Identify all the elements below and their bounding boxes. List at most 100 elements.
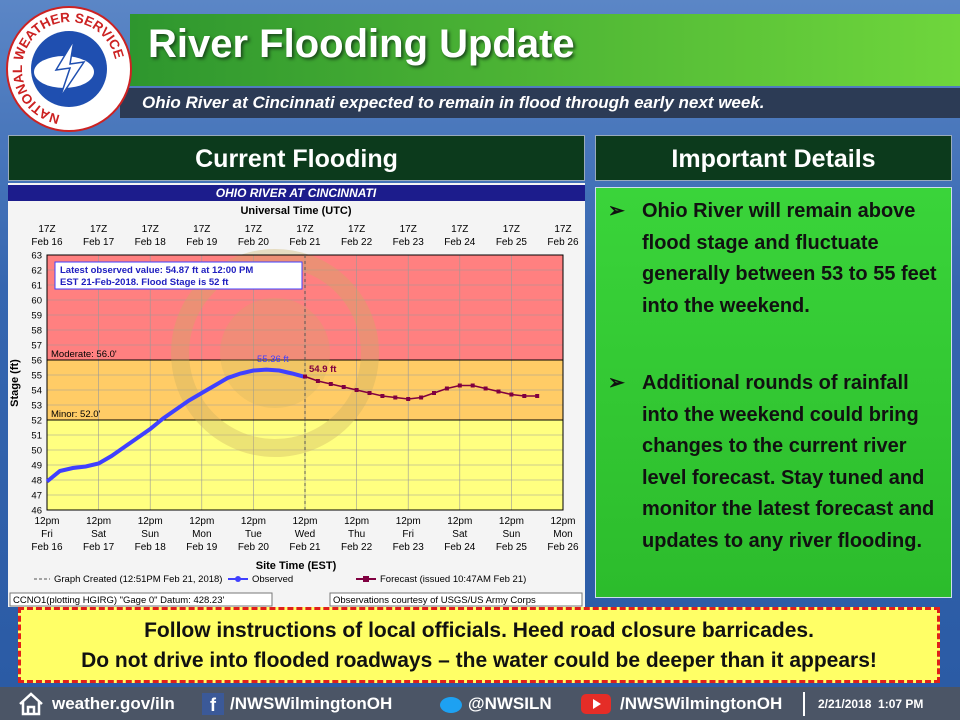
- x-tick-label: 12pm: [189, 516, 214, 527]
- x-tick-label: 12pm: [447, 516, 472, 527]
- info-box: [54, 261, 303, 290]
- forecast-marker: [457, 383, 462, 388]
- x-tick-label: Sat: [91, 529, 106, 540]
- x-top-tick-label: 17Z: [90, 224, 107, 235]
- threshold-label: Minor: 52.0': [51, 409, 101, 420]
- forecast-marker: [509, 392, 514, 397]
- y-tick-label: 61: [31, 281, 42, 292]
- x-tick-label: 12pm: [138, 516, 163, 527]
- x-tick-label: Mon: [553, 529, 572, 540]
- x-tick-label: Fri: [41, 529, 53, 540]
- facebook-icon: f: [202, 693, 224, 715]
- x-tick-label: Feb 16: [31, 542, 63, 553]
- legend-marker: [363, 576, 369, 582]
- x-tick-label: Sun: [503, 529, 521, 540]
- footnote-box: [329, 592, 583, 607]
- x-top-tick-label: 17Z: [554, 224, 571, 235]
- y-tick-label: 62: [31, 266, 42, 277]
- bullet-text: Ohio River will remain above flood stage…: [642, 200, 937, 317]
- x-top-tick-label: Feb 26: [547, 237, 579, 248]
- home-icon: [19, 692, 43, 716]
- forecast-marker: [483, 386, 488, 391]
- forecast-marker: [535, 394, 540, 398]
- watermark: [171, 249, 379, 457]
- subtitle-bar: [120, 88, 960, 118]
- x-tick-label: 12pm: [344, 516, 369, 527]
- x-tick-label: 12pm: [34, 516, 59, 527]
- chart-title: OHIO RIVER AT CINCINNATI: [216, 186, 377, 200]
- forecast-marker: [354, 388, 359, 392]
- panel-title: Important Details: [595, 135, 952, 181]
- forecast-marker: [393, 395, 398, 400]
- footnote-box: [9, 592, 273, 607]
- x-tick-label: Feb 25: [496, 542, 528, 553]
- x-top-tick-label: Feb 24: [444, 237, 476, 248]
- bullet-marker: ➢: [608, 200, 625, 222]
- x-tick-label: 12pm: [241, 516, 266, 527]
- x-tick-label: Sun: [141, 529, 159, 540]
- x-top-tick-label: 17Z: [503, 224, 520, 235]
- y-tick-label: 57: [31, 341, 42, 352]
- youtube-icon: [581, 694, 611, 714]
- y-tick-label: 60: [31, 296, 42, 307]
- details-box: ➢ Ohio River will remain above flood sta…: [595, 187, 952, 598]
- warning-line: Follow instructions of local officials. …: [144, 619, 814, 642]
- x-top-tick-label: 17Z: [348, 224, 365, 235]
- panel-title: Current Flooding: [8, 135, 585, 181]
- y-axis-title: Stage (ft): [9, 359, 21, 407]
- youtube-link[interactable]: /NWSWilmingtonOH: [620, 694, 783, 713]
- y-tick-label: 63: [31, 251, 42, 262]
- forecast-marker: [315, 379, 320, 383]
- info-text: Latest observed value: 54.87 ft at 12:00…: [60, 265, 253, 276]
- youtube-play: [593, 699, 601, 709]
- y-tick-label: 53: [31, 401, 42, 412]
- x-top-tick-label: Feb 23: [393, 237, 425, 248]
- x-tick-label: Feb 20: [238, 542, 270, 553]
- x-tick-label: Mon: [192, 529, 211, 540]
- chart-title-bar: [8, 185, 585, 201]
- forecast-start-label: 54.9 ft: [309, 364, 337, 375]
- watermark: [220, 298, 330, 408]
- x-tick-label: Sat: [452, 529, 467, 540]
- x-tick-label: 12pm: [499, 516, 524, 527]
- forecast-marker: [380, 394, 385, 398]
- x-top-tick-label: Feb 21: [289, 237, 321, 248]
- nws-logo: NATIONAL WEATHER SERVICE: [6, 6, 132, 132]
- forecast-marker: [496, 389, 501, 394]
- facebook-link[interactable]: /NWSWilmingtonOH: [230, 694, 393, 713]
- forecast-marker: [341, 385, 346, 389]
- info-text: EST 21-Feb-2018. Flood Stage is 52 ft: [60, 277, 229, 288]
- x-top-tick-label: 17Z: [38, 224, 55, 235]
- bullet-marker: ➢: [608, 372, 625, 394]
- x-tick-label: Feb 23: [393, 542, 425, 553]
- x-tick-label: Feb 24: [444, 542, 476, 553]
- forecast-marker: [419, 395, 424, 400]
- y-tick-label: 51: [31, 431, 42, 442]
- legend-label: Forecast (issued 10:47AM Feb 21): [380, 574, 526, 585]
- bullet-text: Additional rounds of rainfall into the w…: [642, 372, 935, 552]
- forecast-marker: [444, 386, 449, 391]
- y-tick-label: 55: [31, 371, 42, 382]
- x-top-tick-label: 17Z: [400, 224, 417, 235]
- subtitle: Ohio River at Cincinnati expected to rem…: [142, 93, 765, 112]
- logo-bolt: [54, 39, 86, 99]
- y-tick-label: 46: [31, 506, 42, 517]
- y-tick-label: 48: [31, 476, 42, 487]
- plot-area: 46 47 48 49 50 51 52 53 54 55 56 57 58 59 60 61 62 63 17Z F…: [31, 224, 579, 553]
- x-tick-label: Feb 18: [135, 542, 167, 553]
- y-tick-label: 49: [31, 461, 42, 472]
- x-top-tick-label: Feb 20: [238, 237, 270, 248]
- x-top-axis-title: Universal Time (UTC): [240, 205, 351, 217]
- twitter-link[interactable]: @NWSILN: [468, 694, 552, 713]
- peak-label: 55.36 ft: [257, 354, 289, 365]
- x-top-tick-label: 17Z: [142, 224, 159, 235]
- website-link[interactable]: weather.gov/iln: [52, 694, 175, 713]
- x-tick-label: Wed: [295, 529, 315, 540]
- y-tick-label: 50: [31, 446, 42, 457]
- series-line: [45, 367, 306, 484]
- y-tick-label: 52: [31, 416, 42, 427]
- forecast-marker: [328, 382, 333, 386]
- x-tick-label: Feb 17: [83, 542, 115, 553]
- x-top-tick-label: Feb 22: [341, 237, 373, 248]
